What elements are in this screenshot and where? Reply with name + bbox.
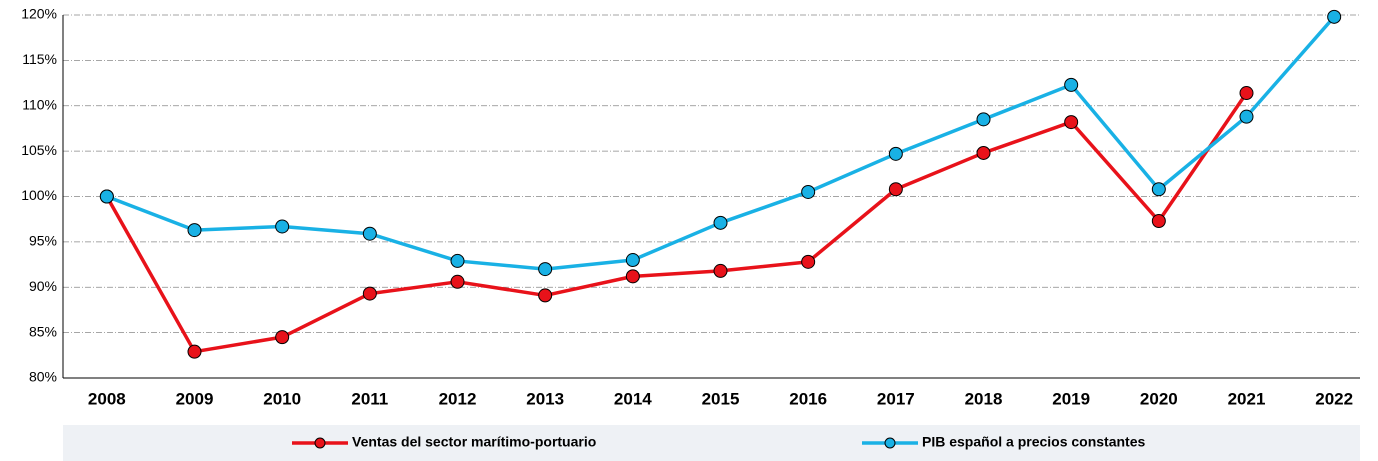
y-tick-label: 100% — [21, 187, 57, 203]
data-point — [1151, 182, 1166, 197]
legend-marker — [884, 437, 896, 449]
y-tick-label: 95% — [29, 233, 57, 249]
data-point — [976, 145, 991, 160]
data-point — [187, 344, 202, 359]
y-tick-label: 110% — [22, 96, 57, 112]
data-point — [187, 223, 202, 238]
x-tick-label: 2013 — [526, 389, 564, 408]
data-point — [275, 219, 290, 234]
data-point — [538, 262, 553, 277]
y-tick-label: 80% — [29, 369, 57, 385]
data-point — [1064, 115, 1079, 130]
data-point — [275, 330, 290, 345]
x-tick-label: 2017 — [877, 389, 915, 408]
y-tick-label: 90% — [29, 278, 57, 294]
data-point — [801, 254, 816, 269]
data-point — [1239, 86, 1254, 101]
data-point — [976, 112, 991, 127]
y-tick-label: 120% — [21, 6, 57, 22]
series-line — [105, 92, 1248, 354]
series-line — [106, 15, 1336, 271]
x-tick-label: 2020 — [1140, 389, 1178, 408]
data-point — [888, 182, 903, 197]
x-tick-label: 2021 — [1228, 389, 1266, 408]
data-point — [538, 288, 553, 303]
x-tick-label: 2015 — [702, 389, 740, 408]
x-tick-label: 2011 — [351, 389, 388, 408]
data-point — [625, 269, 640, 284]
data-point — [1239, 109, 1254, 124]
data-point — [625, 253, 640, 268]
legend-marker — [314, 437, 326, 449]
data-point — [1327, 9, 1342, 24]
x-tick-label: 2010 — [263, 389, 301, 408]
y-tick-label: 115% — [22, 51, 57, 67]
x-tick-label: 2022 — [1315, 389, 1353, 408]
data-point — [99, 189, 114, 204]
data-point — [888, 146, 903, 161]
y-tick-label: 85% — [29, 323, 57, 339]
y-tick-label: 105% — [21, 142, 57, 158]
x-tick-label: 2016 — [789, 389, 827, 408]
data-point — [1064, 77, 1079, 92]
data-point — [362, 286, 377, 301]
x-tick-label: 2019 — [1052, 389, 1090, 408]
data-point — [713, 263, 728, 278]
legend-background — [63, 425, 1360, 461]
legend-label: PIB español a precios constantes — [922, 434, 1146, 450]
x-tick-label: 2014 — [614, 389, 652, 408]
data-point — [362, 226, 377, 241]
data-point — [713, 215, 728, 230]
data-point — [450, 274, 465, 289]
data-point — [1151, 214, 1166, 229]
x-tick-label: 2009 — [176, 389, 214, 408]
x-tick-label: 2012 — [439, 389, 477, 408]
x-tick-label: 2008 — [88, 389, 126, 408]
data-point — [801, 184, 816, 199]
x-tick-label: 2018 — [965, 389, 1003, 408]
legend-label: Ventas del sector marítimo-portuario — [352, 434, 596, 450]
data-point — [450, 253, 465, 268]
